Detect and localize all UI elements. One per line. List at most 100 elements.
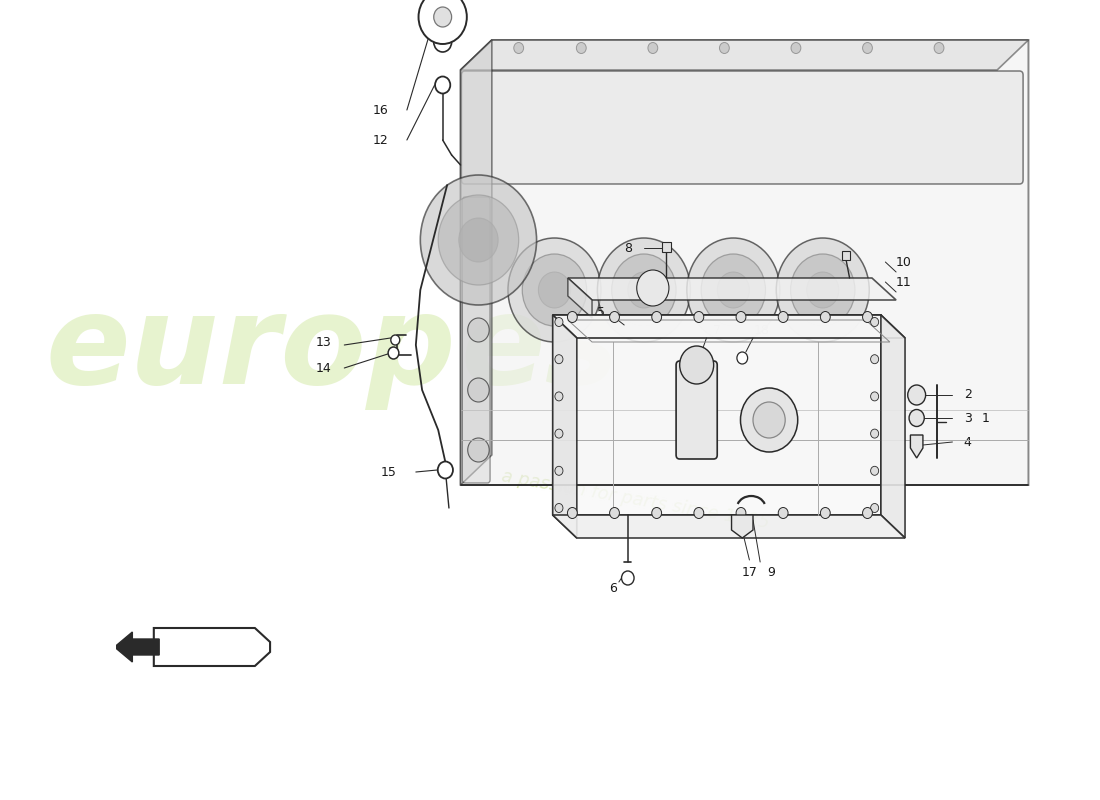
Circle shape (778, 507, 788, 518)
Circle shape (568, 311, 578, 322)
Bar (662, 242, 671, 252)
Text: 17: 17 (741, 566, 758, 578)
Circle shape (719, 42, 729, 54)
Circle shape (736, 507, 746, 518)
Circle shape (420, 175, 537, 305)
Text: 13: 13 (316, 335, 331, 349)
Circle shape (754, 402, 785, 438)
Polygon shape (461, 40, 1028, 485)
Text: 11: 11 (895, 275, 911, 289)
Circle shape (554, 466, 563, 475)
Circle shape (621, 571, 634, 585)
Circle shape (568, 507, 578, 518)
Circle shape (806, 272, 839, 308)
FancyArrow shape (114, 632, 160, 662)
Circle shape (554, 503, 563, 513)
Circle shape (554, 392, 563, 401)
Text: 10: 10 (895, 255, 911, 269)
FancyBboxPatch shape (462, 197, 491, 483)
Circle shape (554, 318, 563, 326)
Circle shape (438, 195, 519, 285)
Polygon shape (732, 515, 754, 538)
Text: 9: 9 (767, 566, 774, 578)
Circle shape (870, 392, 879, 401)
Bar (843, 251, 850, 260)
Circle shape (648, 42, 658, 54)
Circle shape (637, 270, 669, 306)
Circle shape (694, 311, 704, 322)
Circle shape (740, 388, 798, 452)
Text: 1: 1 (981, 411, 990, 425)
Circle shape (436, 77, 450, 94)
FancyBboxPatch shape (676, 361, 717, 459)
Circle shape (680, 346, 714, 384)
Circle shape (934, 42, 944, 54)
Text: 8: 8 (624, 242, 631, 254)
Polygon shape (552, 315, 576, 538)
Circle shape (862, 507, 872, 518)
Circle shape (909, 410, 924, 426)
Circle shape (538, 272, 571, 308)
Text: 5: 5 (597, 306, 605, 318)
Text: 3: 3 (964, 411, 971, 425)
Circle shape (686, 238, 780, 342)
Circle shape (870, 354, 879, 364)
Circle shape (612, 254, 676, 326)
Circle shape (628, 272, 660, 308)
Circle shape (870, 318, 879, 326)
Circle shape (701, 254, 766, 326)
Circle shape (737, 352, 748, 364)
Circle shape (468, 438, 490, 462)
Text: a passion for parts since 1985: a passion for parts since 1985 (499, 467, 770, 533)
Circle shape (791, 42, 801, 54)
Polygon shape (881, 315, 905, 538)
Polygon shape (568, 278, 592, 318)
Circle shape (652, 311, 661, 322)
Circle shape (609, 311, 619, 322)
Circle shape (821, 507, 830, 518)
Circle shape (459, 218, 498, 262)
Circle shape (862, 311, 872, 322)
Circle shape (597, 238, 691, 342)
Text: 6: 6 (608, 582, 616, 594)
Circle shape (821, 311, 830, 322)
Circle shape (777, 238, 869, 342)
FancyBboxPatch shape (462, 71, 1023, 184)
Circle shape (554, 354, 563, 364)
Polygon shape (911, 435, 923, 458)
Circle shape (652, 507, 661, 518)
Circle shape (609, 507, 619, 518)
Polygon shape (461, 40, 1028, 70)
Text: 7: 7 (713, 323, 722, 337)
Circle shape (791, 254, 855, 326)
Text: 2: 2 (964, 389, 971, 402)
Text: 4: 4 (964, 435, 971, 449)
Circle shape (433, 7, 452, 27)
Circle shape (468, 318, 490, 342)
Circle shape (694, 507, 704, 518)
Text: 15: 15 (381, 466, 397, 478)
Circle shape (388, 347, 399, 359)
Polygon shape (568, 278, 896, 300)
Circle shape (522, 254, 586, 326)
Text: 18: 18 (754, 323, 770, 337)
Polygon shape (461, 40, 492, 485)
Circle shape (778, 311, 788, 322)
Circle shape (390, 335, 399, 345)
Circle shape (433, 32, 452, 52)
Polygon shape (552, 315, 881, 515)
Circle shape (554, 429, 563, 438)
Text: 16: 16 (372, 103, 388, 117)
Circle shape (717, 272, 749, 308)
Polygon shape (552, 315, 905, 338)
Circle shape (862, 42, 872, 54)
Circle shape (438, 462, 453, 478)
Circle shape (514, 42, 524, 54)
Text: 12: 12 (372, 134, 388, 146)
Polygon shape (154, 628, 271, 666)
Circle shape (418, 0, 466, 44)
Text: 14: 14 (316, 362, 331, 374)
Circle shape (870, 429, 879, 438)
Circle shape (576, 42, 586, 54)
Polygon shape (552, 515, 905, 538)
